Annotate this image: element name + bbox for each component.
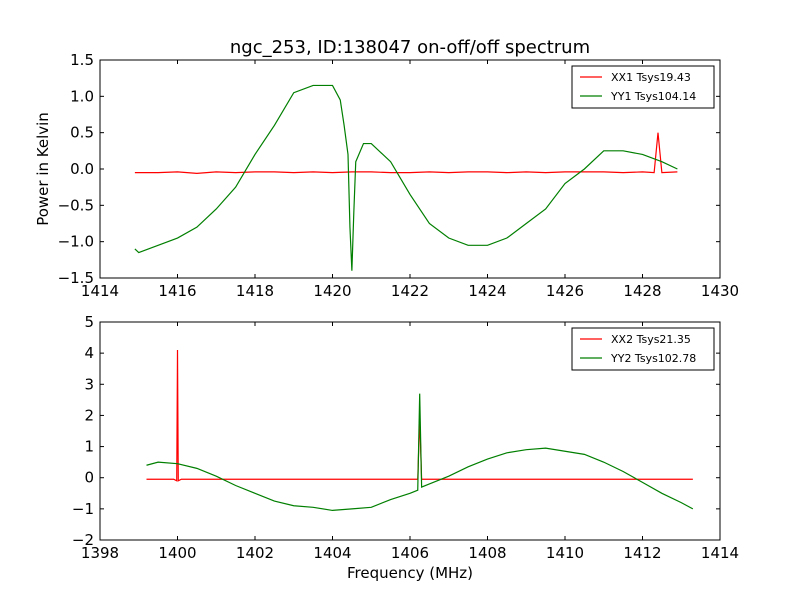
y-tick-label: −0.5 [58, 196, 94, 214]
x-tick-label: 1400 [158, 544, 196, 562]
x-tick-label: 1408 [468, 544, 506, 562]
x-tick-label: 1412 [623, 544, 661, 562]
x-tick-label: 1426 [546, 282, 584, 300]
series-line-green [146, 393, 694, 512]
series-line-red [134, 132, 678, 174]
legend-entry: XX1 Tsys19.43 [611, 71, 691, 84]
x-tick-label: 1410 [546, 544, 584, 562]
series-line-green [134, 84, 678, 271]
x-tick-label: 1406 [391, 544, 429, 562]
x-tick-label: 1418 [236, 282, 274, 300]
x-tick-label: 1428 [623, 282, 661, 300]
y-tick-label: 1 [84, 438, 94, 456]
chart-title: ngc_253, ID:138047 on-off/off spectrum [230, 37, 590, 58]
legend-entry: YY2 Tsys102.78 [610, 352, 696, 365]
y-tick-label: 0.5 [70, 124, 94, 142]
legend: XX2 Tsys21.35 YY2 Tsys102.78 [571, 327, 715, 371]
legend: XX1 Tsys19.43 YY1 Tsys104.14 [571, 65, 715, 109]
legend-entry: XX2 Tsys21.35 [611, 333, 691, 346]
x-tick-label: 1414 [81, 282, 119, 300]
y-tick-label: 5 [84, 313, 94, 331]
bottom-panel: 1398 1400 1402 1404 1406 1408 1410 1412 1414−2−1… [72, 313, 739, 582]
y-tick-label: 4 [84, 344, 94, 362]
x-tick-label: 1398 [81, 544, 119, 562]
y-tick-label: −2 [72, 531, 94, 549]
x-tick-label: 1430 [701, 282, 739, 300]
y-tick-label: −1 [72, 500, 94, 518]
series-line-red [146, 350, 693, 482]
y-axis-label: Power in Kelvin [34, 112, 52, 226]
y-tick-label: 0 [84, 469, 94, 487]
legend-box [571, 327, 715, 371]
x-axis-label: Frequency (MHz) [347, 564, 473, 582]
y-tick-label: 1.0 [70, 87, 94, 105]
x-tick-label: 1422 [391, 282, 429, 300]
y-tick-label: −1.0 [58, 233, 94, 251]
top-panel: 1414 1416 1418 1420 1422 1424 1426 1428 1430 −1.5… [34, 51, 739, 300]
x-tick-label: 1416 [158, 282, 196, 300]
x-tick-label: 1414 [701, 544, 739, 562]
legend-entry: YY1 Tsys104.14 [610, 90, 696, 103]
x-tick-label: 1404 [313, 544, 351, 562]
x-tick-label: 1420 [313, 282, 351, 300]
y-tick-label: 3 [84, 375, 94, 393]
y-tick-label: 2 [84, 406, 94, 424]
y-tick-label: 0.0 [70, 160, 94, 178]
y-tick-label: 1.5 [70, 51, 94, 69]
x-tick-label: 1402 [236, 544, 274, 562]
x-tick-label: 1424 [468, 282, 506, 300]
legend-box [571, 65, 715, 109]
y-tick-label: −1.5 [58, 269, 94, 287]
